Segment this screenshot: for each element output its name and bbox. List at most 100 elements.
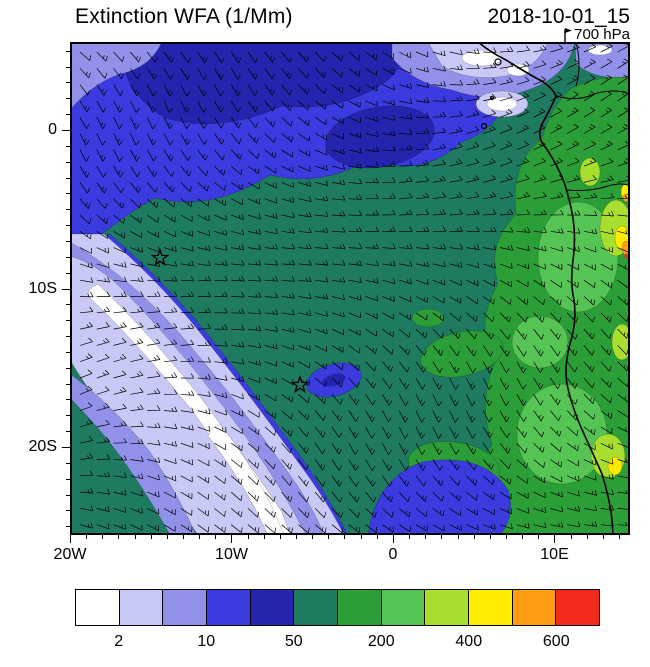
island-principe — [489, 95, 495, 101]
wind-barb-legend-icon — [564, 28, 573, 42]
x-minor-tick — [602, 535, 604, 539]
y-minor-tick — [66, 50, 70, 52]
x-minor-tick — [344, 535, 346, 539]
y-minor-tick — [66, 351, 70, 353]
colorbar-cell-4 — [250, 590, 295, 625]
y-minor-tick — [66, 304, 70, 306]
region-white-blob-4 — [587, 44, 613, 56]
x-tick-label-10W: 10W — [215, 546, 248, 563]
y-minor-tick — [66, 114, 70, 116]
x-major-tick — [392, 535, 394, 543]
y-minor-tick — [66, 383, 70, 385]
colorbar-tick-label-50: 50 — [284, 633, 303, 650]
region-bright-green-2 — [516, 383, 608, 485]
y-minor-tick — [66, 336, 70, 338]
colorbar-cell-9 — [469, 590, 513, 625]
x-tick-label-0: 0 — [388, 546, 398, 563]
wind-barbs-layer — [79, 42, 630, 534]
y-minor-tick — [66, 193, 70, 195]
region-bright-green-3 — [511, 315, 569, 369]
y-minor-tick — [66, 177, 70, 179]
station-markers-layer — [150, 248, 310, 394]
colorbar-cell-10 — [512, 590, 557, 625]
x-minor-tick — [247, 535, 249, 539]
y-major-tick — [62, 130, 70, 131]
region-green-west-1 — [420, 330, 504, 378]
x-minor-tick — [215, 535, 217, 539]
country-border-2 — [575, 42, 580, 87]
colorbar — [75, 589, 600, 626]
x-minor-tick — [134, 535, 136, 539]
coastline-layer — [477, 42, 630, 535]
x-minor-tick — [166, 535, 168, 539]
colorbar-cell-5 — [294, 590, 339, 625]
colorbar-cell-2 — [163, 590, 208, 625]
colorbar-cell-1 — [119, 590, 164, 625]
y-tick-label-10S: 10S — [28, 279, 57, 297]
star-marker-2 — [290, 375, 310, 394]
colorbar-cell-8 — [425, 590, 470, 625]
colorbar-tick-label-200: 200 — [367, 633, 395, 650]
timestamp: 2018-10-01_15 — [487, 5, 630, 28]
x-minor-tick — [522, 535, 524, 539]
x-minor-tick — [263, 535, 265, 539]
x-minor-tick — [279, 535, 281, 539]
y-minor-tick — [66, 431, 70, 433]
y-minor-tick — [66, 145, 70, 147]
y-minor-tick — [66, 367, 70, 369]
map-plot — [70, 42, 630, 535]
x-minor-tick — [409, 535, 411, 539]
y-major-tick — [62, 288, 70, 290]
x-minor-tick — [570, 535, 572, 539]
y-minor-tick — [66, 66, 70, 68]
x-major-tick — [70, 535, 71, 543]
y-minor-tick — [66, 82, 70, 84]
band-periwinkle-1 — [70, 241, 325, 535]
y-minor-tick — [66, 209, 70, 211]
x-minor-tick — [457, 535, 459, 539]
star-marker-1 — [150, 248, 170, 267]
y-minor-tick — [66, 399, 70, 401]
y-minor-tick — [66, 462, 70, 464]
y-minor-tick — [66, 225, 70, 227]
x-minor-tick — [183, 535, 185, 539]
y-minor-tick — [66, 526, 70, 528]
country-border-3 — [566, 183, 630, 191]
colorbar-cell-7 — [381, 590, 426, 625]
plot-title: Extinction WFA (1/Mm) — [75, 5, 293, 28]
colorbar-tick-label-2: 2 — [114, 633, 124, 650]
x-minor-tick — [489, 535, 491, 539]
y-minor-tick — [66, 415, 70, 417]
island-bioko — [494, 58, 502, 66]
region-yellowgreen-4 — [579, 157, 601, 187]
x-minor-tick — [199, 535, 201, 539]
x-major-tick — [231, 535, 233, 543]
x-minor-tick — [296, 535, 298, 539]
y-minor-tick — [66, 98, 70, 100]
wind-barbs — [79, 42, 630, 534]
y-tick-label-20S: 20S — [28, 438, 57, 455]
x-tick-label-10E: 10E — [540, 546, 569, 563]
country-border-1 — [555, 90, 630, 100]
africa-coastline — [477, 42, 614, 535]
colorbar-cell-6 — [338, 590, 382, 625]
pressure-level-label: 700 hPa — [574, 26, 630, 43]
y-minor-tick — [66, 272, 70, 274]
region-yellowgreen-3 — [611, 323, 630, 361]
pressure-level: 700 hPa — [561, 26, 630, 43]
x-minor-tick — [360, 535, 362, 539]
x-tick-label-20W: 20W — [53, 546, 87, 563]
region-white-blob-3 — [486, 96, 518, 112]
y-minor-tick — [66, 510, 70, 512]
y-minor-tick — [66, 240, 70, 242]
y-minor-tick — [66, 494, 70, 496]
colorbar-cell-11 — [556, 590, 600, 625]
y-major-tick — [62, 447, 70, 448]
region-yellow-2 — [607, 456, 623, 476]
colorbar-cell-0 — [76, 590, 120, 625]
x-minor-tick — [86, 535, 88, 539]
x-minor-tick — [376, 535, 378, 539]
island-sao-tome — [480, 122, 488, 130]
x-minor-tick — [118, 535, 120, 539]
x-minor-tick — [102, 535, 104, 539]
